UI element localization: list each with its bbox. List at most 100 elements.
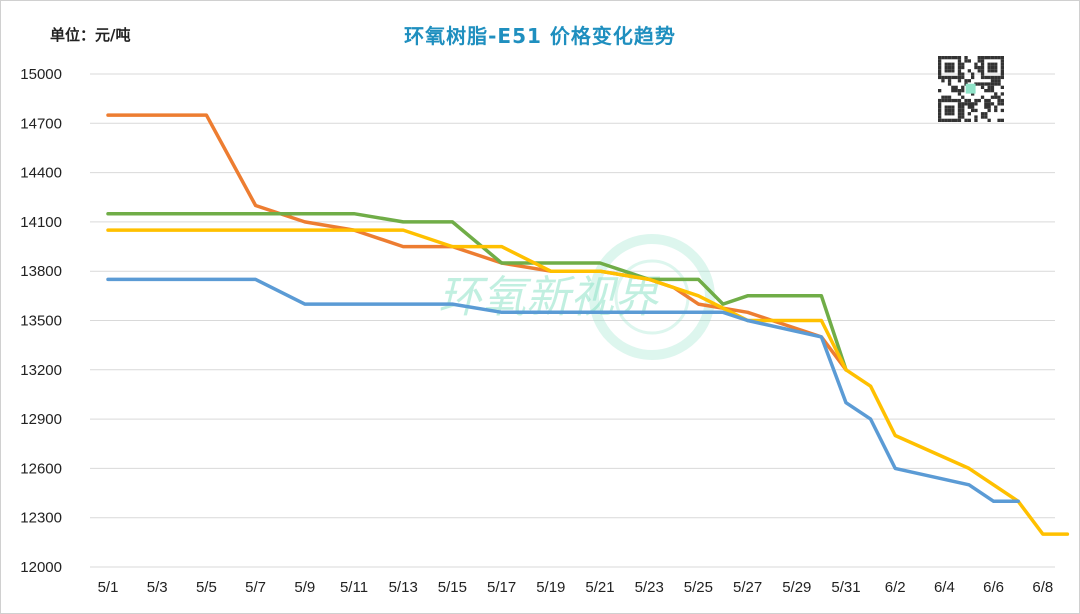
qr-module bbox=[957, 98, 962, 103]
qr-module bbox=[977, 65, 981, 70]
qr-module bbox=[938, 112, 942, 116]
series-line-2 bbox=[106, 211, 848, 372]
y-tick-label: 12300 bbox=[20, 510, 62, 527]
qr-module bbox=[977, 56, 981, 60]
series-line-4 bbox=[106, 277, 1020, 504]
x-tick-label: 5/3 bbox=[147, 579, 168, 596]
qr-module bbox=[944, 56, 948, 60]
qr-module bbox=[994, 65, 998, 70]
qr-module bbox=[967, 112, 971, 116]
qr-module bbox=[987, 82, 991, 86]
qr-module bbox=[938, 118, 942, 122]
qr-module bbox=[980, 56, 985, 60]
x-tick-label: 5/23 bbox=[635, 579, 664, 596]
qr-module bbox=[941, 118, 945, 122]
qr-module bbox=[957, 79, 962, 83]
qr-module bbox=[957, 118, 962, 122]
qr-module bbox=[951, 56, 955, 60]
qr-module bbox=[987, 118, 991, 122]
qr-module bbox=[957, 102, 962, 106]
qr-module bbox=[984, 115, 988, 119]
qr-module bbox=[997, 82, 1001, 86]
qr-module bbox=[941, 95, 945, 99]
watermark: 环氧新视界 bbox=[438, 234, 715, 360]
qr-module bbox=[951, 69, 955, 73]
qr-module bbox=[947, 75, 952, 80]
qr-module bbox=[974, 65, 978, 70]
qr-module bbox=[1000, 72, 1004, 76]
qr-module bbox=[1000, 85, 1004, 89]
qr-module bbox=[987, 85, 991, 89]
qr-module bbox=[980, 59, 985, 63]
qr-module bbox=[941, 79, 945, 83]
qr-module bbox=[980, 95, 985, 99]
qr-module bbox=[984, 89, 988, 93]
qr-module bbox=[961, 89, 965, 93]
qr-module bbox=[980, 69, 985, 73]
qr-module bbox=[980, 115, 985, 119]
qr-module bbox=[951, 118, 955, 122]
qr-module bbox=[967, 98, 971, 103]
qr-module bbox=[1000, 65, 1004, 70]
qr-module bbox=[961, 115, 965, 119]
qr-module bbox=[944, 95, 948, 99]
qr-module bbox=[977, 98, 981, 103]
qr-module bbox=[967, 105, 971, 109]
x-tick-label: 5/11 bbox=[340, 579, 368, 596]
qr-module bbox=[944, 105, 948, 109]
qr-module bbox=[961, 112, 965, 116]
qr-module bbox=[974, 98, 978, 103]
qr-module bbox=[984, 98, 988, 103]
qr-logo bbox=[965, 83, 976, 94]
qr-module bbox=[994, 108, 998, 113]
qr-module bbox=[964, 118, 968, 122]
qr-module bbox=[1000, 75, 1004, 80]
qr-module bbox=[994, 92, 998, 96]
qr-module bbox=[997, 102, 1001, 106]
qr-module bbox=[938, 65, 942, 70]
qr-module bbox=[964, 56, 968, 60]
qr-module bbox=[980, 75, 985, 80]
qr-module bbox=[997, 95, 1001, 99]
qr-module bbox=[987, 69, 991, 73]
y-tick-label: 15000 bbox=[20, 66, 62, 83]
qr-module bbox=[947, 65, 952, 70]
qr-module bbox=[941, 75, 945, 80]
qr-module bbox=[967, 59, 971, 63]
qr-module bbox=[947, 82, 952, 86]
qr-module bbox=[1000, 118, 1004, 122]
qr-module bbox=[957, 75, 962, 80]
qr-module bbox=[947, 56, 952, 60]
qr-module bbox=[951, 85, 955, 89]
qr-module bbox=[980, 65, 985, 70]
x-tick-label: 5/25 bbox=[684, 579, 713, 596]
qr-module bbox=[964, 79, 968, 83]
x-tick-label: 5/19 bbox=[536, 579, 565, 596]
qr-module bbox=[944, 65, 948, 70]
qr-module bbox=[947, 105, 952, 109]
qr-module bbox=[994, 75, 998, 80]
qr-code-icon bbox=[938, 56, 1004, 122]
x-tick-label: 5/15 bbox=[438, 579, 467, 596]
qr-module bbox=[954, 75, 958, 80]
qr-module bbox=[987, 65, 991, 70]
qr-module bbox=[987, 108, 991, 113]
qr-module bbox=[957, 115, 962, 119]
qr-module bbox=[957, 72, 962, 76]
qr-module bbox=[961, 72, 965, 76]
qr-module bbox=[997, 98, 1001, 103]
x-axis-ticks: 5/1 5/3 5/5 5/7 5/9 5/11 5/13 5/15 5/17 5/19 5/21 5… bbox=[98, 579, 1054, 596]
x-tick-label: 6/2 bbox=[885, 579, 906, 596]
x-tick-label: 6/8 bbox=[1032, 579, 1053, 596]
series-lines bbox=[106, 113, 1070, 536]
qr-module bbox=[951, 105, 955, 109]
qr-module bbox=[971, 108, 975, 113]
qr-module bbox=[971, 92, 975, 96]
qr-module bbox=[967, 79, 971, 83]
watermark-text: 环氧新视界 bbox=[438, 272, 661, 323]
qr-module bbox=[994, 82, 998, 86]
qr-module bbox=[947, 62, 952, 66]
qr-module bbox=[984, 56, 988, 60]
qr-module bbox=[954, 98, 958, 103]
